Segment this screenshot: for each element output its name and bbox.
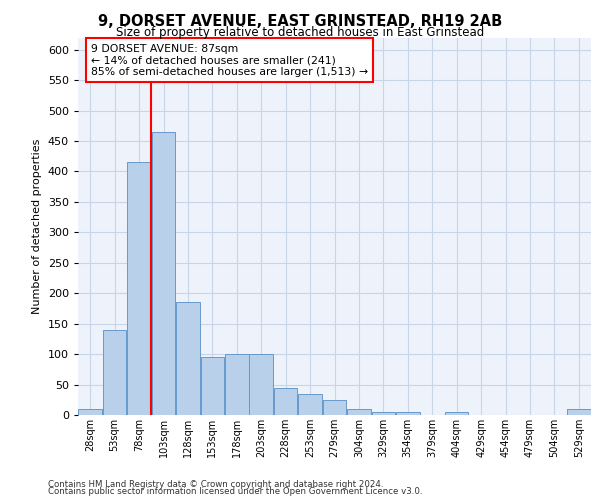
Bar (274, 388, 298, 415)
Bar (103, 330, 127, 415)
Bar (347, 409, 371, 415)
Bar (371, 412, 395, 415)
Bar (396, 412, 419, 415)
Y-axis label: Number of detached properties: Number of detached properties (32, 138, 42, 314)
Text: Size of property relative to detached houses in East Grinstead: Size of property relative to detached ho… (116, 26, 484, 39)
Text: Contains public sector information licensed under the Open Government Licence v3: Contains public sector information licen… (48, 487, 422, 496)
Bar (127, 162, 151, 415)
Bar (225, 354, 248, 415)
Bar (298, 394, 322, 415)
Text: 9, DORSET AVENUE, EAST GRINSTEAD, RH19 2AB: 9, DORSET AVENUE, EAST GRINSTEAD, RH19 2… (98, 14, 502, 29)
Bar (176, 302, 200, 415)
Bar (323, 400, 346, 415)
Bar (152, 132, 175, 415)
Bar (79, 409, 102, 415)
Bar (445, 412, 469, 415)
Bar (567, 409, 590, 415)
Text: Contains HM Land Registry data © Crown copyright and database right 2024.: Contains HM Land Registry data © Crown c… (48, 480, 383, 489)
Text: 9 DORSET AVENUE: 87sqm
← 14% of detached houses are smaller (241)
85% of semi-de: 9 DORSET AVENUE: 87sqm ← 14% of detached… (91, 44, 368, 77)
Bar (250, 354, 273, 415)
Bar (200, 357, 224, 415)
